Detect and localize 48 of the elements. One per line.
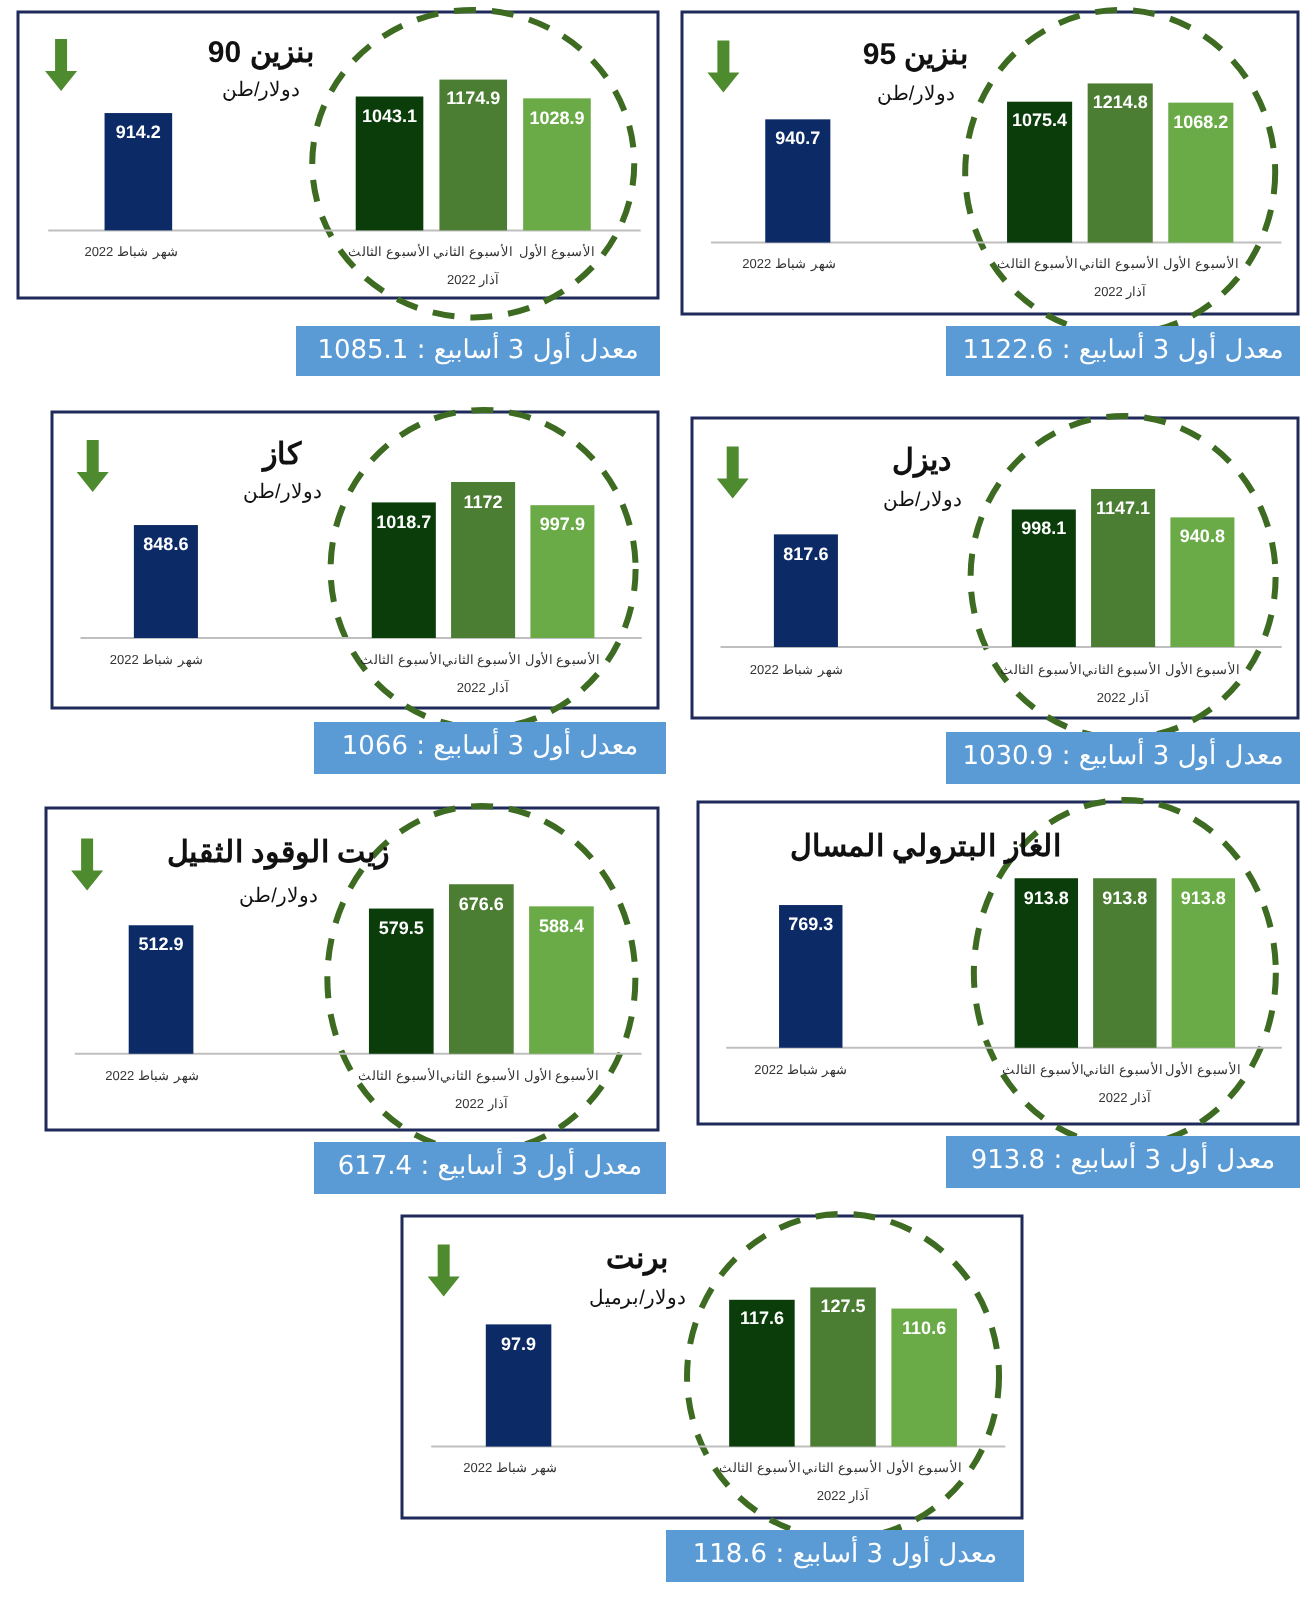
data-label: 1174.9 bbox=[444, 88, 503, 111]
text: معدل أول 3 أسابيع : 1085.1 bbox=[296, 326, 660, 376]
chart-title: برنت bbox=[604, 1241, 671, 1278]
data-label: 817.6 bbox=[781, 543, 831, 566]
chart-title: الغاز البترولي المسال bbox=[789, 830, 1062, 867]
text: معدل أول 3 أسابيع : 1122.6 bbox=[946, 326, 1300, 376]
text: معدل أول 3 أسابيع : 617.4 bbox=[314, 1142, 666, 1194]
chart-subtitle: دولار/طن bbox=[241, 482, 323, 506]
data-label: 997.9 bbox=[537, 514, 587, 536]
data-label: 1028.9 bbox=[527, 107, 587, 130]
data-label: 913.8 bbox=[1100, 887, 1150, 910]
data-label: 940.7 bbox=[773, 128, 823, 151]
chart-subtitle: دولار/طن bbox=[874, 83, 957, 108]
text: معدل أول 3 أسابيع : 1030.9 bbox=[946, 732, 1300, 784]
data-label: 1043.1 bbox=[359, 105, 419, 128]
data-label: 579.5 bbox=[376, 917, 426, 940]
text: معدل أول 3 أسابيع : 913.8 bbox=[946, 1136, 1300, 1188]
data-label: 913.8 bbox=[1021, 887, 1071, 910]
chart-title: زيت الوقود الثقيل bbox=[164, 836, 392, 873]
data-label: 1075.4 bbox=[1010, 110, 1070, 133]
chart-subtitle: دولار/برميل bbox=[587, 1287, 687, 1312]
data-label: 769.3 bbox=[786, 914, 836, 936]
data-label: 110.6 bbox=[900, 1317, 949, 1340]
data-label: 97.9 bbox=[499, 1333, 539, 1356]
data-label: 913.8 bbox=[1178, 887, 1228, 910]
chart-subtitle: دولار/طن bbox=[219, 79, 302, 104]
data-label: 1172 bbox=[461, 491, 505, 513]
chart-title: بنزين 95 bbox=[860, 37, 971, 74]
chart-title: ديزل bbox=[889, 443, 954, 480]
data-label: 998.1 bbox=[1019, 518, 1069, 541]
data-label: 1068.2 bbox=[1171, 111, 1231, 134]
chart-title: كاز bbox=[259, 437, 304, 473]
chart-subtitle: دولار/طن bbox=[881, 489, 963, 514]
chart-title: بنزين 90 bbox=[205, 35, 316, 72]
data-label: 1214.8 bbox=[1090, 92, 1150, 115]
data-label: 1018.7 bbox=[374, 511, 434, 534]
data-label: 1147.1 bbox=[1094, 498, 1153, 520]
text: معدل أول 3 أسابيع : 118.6 bbox=[666, 1530, 1024, 1582]
data-label: 676.6 bbox=[456, 893, 506, 916]
data-label: 914.2 bbox=[113, 122, 163, 144]
data-label: 848.6 bbox=[141, 534, 191, 556]
chart-subtitle: دولار/طن bbox=[237, 885, 319, 910]
data-label: 127.5 bbox=[818, 1296, 868, 1319]
data-label: 588.4 bbox=[536, 915, 586, 938]
data-label: 940.8 bbox=[1177, 526, 1227, 549]
data-label: 512.9 bbox=[136, 934, 186, 957]
data-label: 117.6 bbox=[737, 1308, 786, 1331]
text: معدل أول 3 أسابيع : 1066 bbox=[314, 722, 666, 774]
